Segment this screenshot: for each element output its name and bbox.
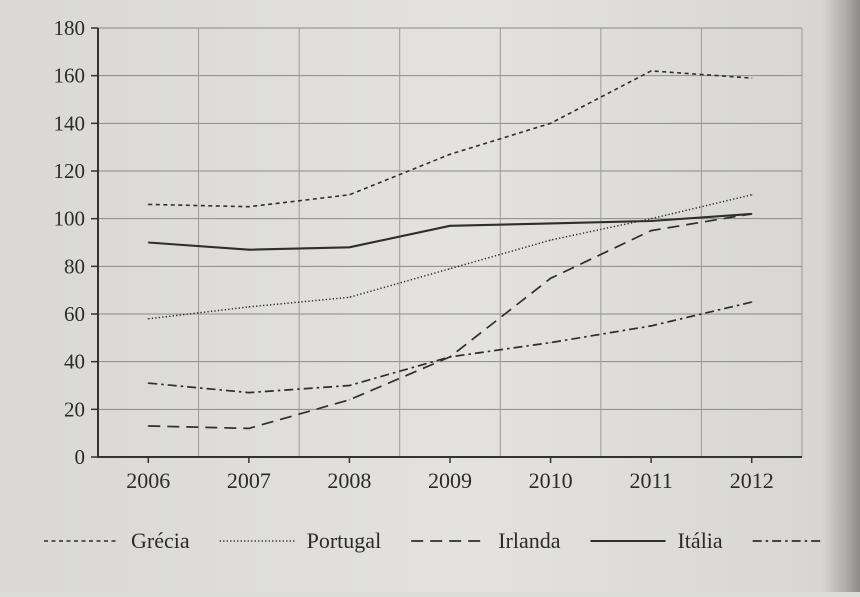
- data-point-italia: [147, 242, 149, 244]
- data-point-portugal: [650, 218, 652, 220]
- data-point-italia: [650, 220, 652, 222]
- data-point-grecia: [550, 122, 552, 124]
- data-point-grecia: [147, 203, 149, 205]
- data-point-espanha: [550, 342, 552, 344]
- y-tick-label: 20: [64, 397, 85, 421]
- y-tick-label: 160: [54, 64, 86, 88]
- legend-label-grecia: Grécia: [131, 528, 190, 553]
- legend-label-italia: Itália: [677, 528, 722, 553]
- series-line-grecia: [148, 71, 751, 207]
- y-tick-label: 180: [54, 16, 86, 40]
- y-tick-label: 60: [64, 302, 85, 326]
- x-tick-label: 2007: [227, 468, 271, 493]
- data-point-grecia: [248, 206, 250, 208]
- series-line-italia: [148, 214, 751, 250]
- data-point-grecia: [751, 77, 753, 79]
- data-point-portugal: [449, 268, 451, 270]
- data-point-grecia: [449, 153, 451, 155]
- legend-label-irlanda: Irlanda: [498, 528, 561, 553]
- data-point-italia: [550, 223, 552, 225]
- x-tick-label: 2010: [529, 468, 573, 493]
- data-point-espanha: [650, 325, 652, 327]
- x-tick-label: 2012: [730, 468, 774, 493]
- x-tick-label: 2011: [630, 468, 673, 493]
- data-point-italia: [349, 246, 351, 248]
- x-tick-label: 2006: [126, 468, 170, 493]
- y-tick-label: 0: [75, 445, 86, 469]
- x-tick-labels: 2006 2007 2008 2009 2010 2011 2012: [126, 468, 773, 493]
- y-tick-label: 120: [54, 159, 86, 183]
- data-point-italia: [751, 213, 753, 215]
- data-point-italia: [248, 249, 250, 251]
- data-point-espanha: [147, 382, 149, 384]
- data-point-espanha: [751, 301, 753, 303]
- data-point-portugal: [349, 296, 351, 298]
- book-page: 0 20 40 60 80 100 120 140 160 180 2006 2007 2008 200…: [0, 0, 860, 592]
- y-tick-labels: 0 20 40 60 80 100 120 140 160 180: [54, 16, 86, 469]
- data-point-grecia: [349, 194, 351, 196]
- data-point-irlanda: [650, 230, 652, 232]
- y-tick-label: 100: [54, 207, 86, 231]
- data-point-portugal: [550, 239, 552, 241]
- data-point-irlanda: [248, 428, 250, 430]
- data-point-portugal: [248, 306, 250, 308]
- page-spine-shadow: [822, 0, 860, 592]
- legend: GréciaPortugalIrlandaItáliaEspanha: [44, 528, 822, 553]
- series-lines: [147, 70, 752, 429]
- x-tick-label: 2009: [428, 468, 472, 493]
- series-line-portugal: [148, 195, 751, 319]
- data-point-portugal: [751, 194, 753, 196]
- series-line-espanha: [148, 302, 751, 393]
- y-tick-label: 40: [64, 350, 85, 374]
- series-line-irlanda: [148, 214, 751, 429]
- legend-label-portugal: Portugal: [307, 528, 382, 553]
- data-point-irlanda: [550, 277, 552, 279]
- data-point-espanha: [449, 356, 451, 358]
- data-point-italia: [449, 225, 451, 227]
- data-point-espanha: [248, 392, 250, 394]
- data-point-irlanda: [147, 425, 149, 427]
- x-tick-label: 2008: [327, 468, 371, 493]
- y-tick-label: 140: [54, 111, 86, 135]
- data-point-portugal: [147, 318, 149, 320]
- data-point-espanha: [349, 385, 351, 387]
- data-point-grecia: [650, 70, 652, 72]
- grid-lines: [98, 28, 802, 457]
- y-tick-label: 80: [64, 254, 85, 278]
- data-point-irlanda: [349, 399, 351, 401]
